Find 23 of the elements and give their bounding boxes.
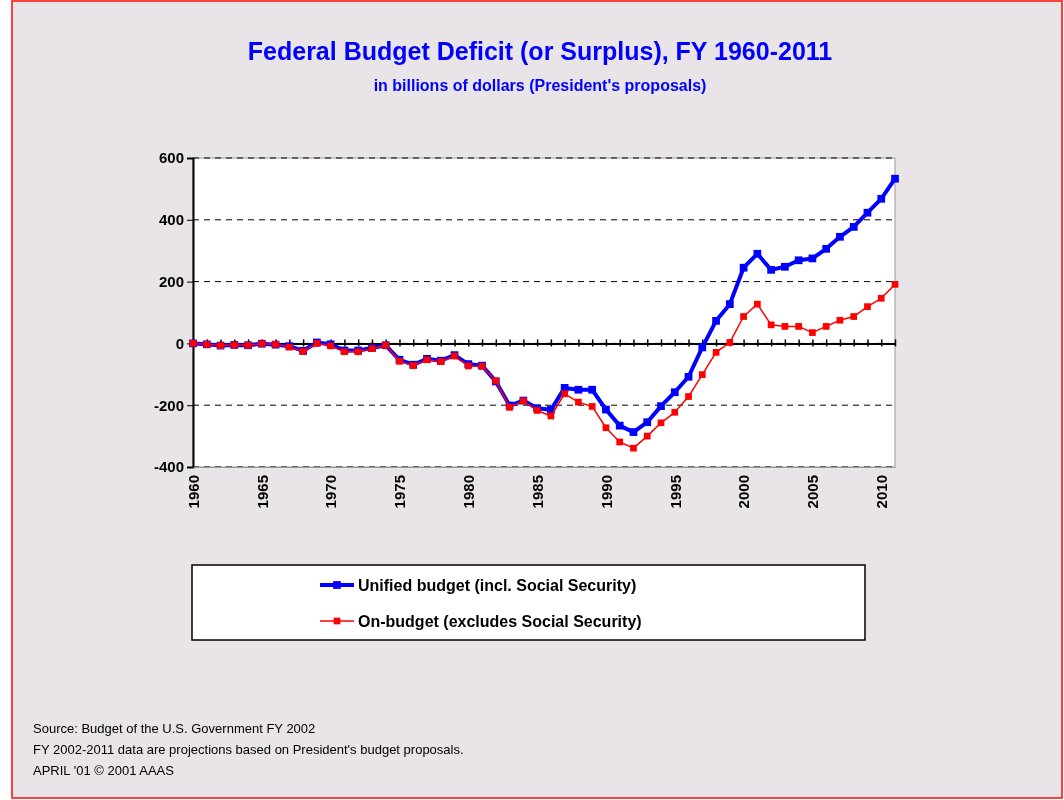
x-tick-label: 1980 [460,475,478,509]
x-tick-label: 1965 [253,475,271,509]
chart-subtitle: in billions of dollars (President's proposals) [373,77,707,94]
x-tick-label: 1975 [391,475,409,509]
chart-title: Federal Budget Deficit (or Surplus), FY 1960-2011 [247,37,833,65]
x-tick-label: 2000 [735,475,753,509]
y-tick-label: 200 [158,272,184,290]
y-tick-label: 0 [175,334,184,352]
text: FY 2002-2011 data are projections based on President's budget proposals. APRIL '01 © 2001 AAAS [33,742,468,778]
x-tick-label: 1970 [322,475,340,509]
legend-label: On-budget (excludes Social Security) [358,613,642,630]
x-tick-label: 2005 [804,475,822,509]
x-tick-label: 2010 [872,475,890,509]
y-tick-label: 400 [158,211,184,229]
y-tick-label: -400 [153,458,184,476]
x-tick-label: 1985 [528,475,546,509]
source-note: Source: Budget of the U.S. Government FY 2002 [33,721,316,736]
y-tick-label: 600 [158,149,184,167]
x-tick-label: 1960 [184,475,202,509]
x-tick-label: 1995 [666,475,684,509]
legend-label: Unified budget (incl. Social Security) [358,577,637,594]
y-tick-label: -200 [153,396,184,414]
x-tick-label: 1990 [597,475,615,509]
